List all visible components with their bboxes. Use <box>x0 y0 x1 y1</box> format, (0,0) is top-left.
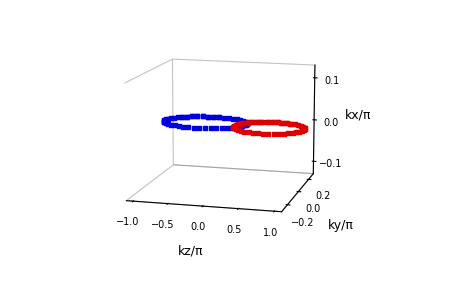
X-axis label: kz/π: kz/π <box>177 245 203 258</box>
Y-axis label: ky/π: ky/π <box>328 219 353 232</box>
